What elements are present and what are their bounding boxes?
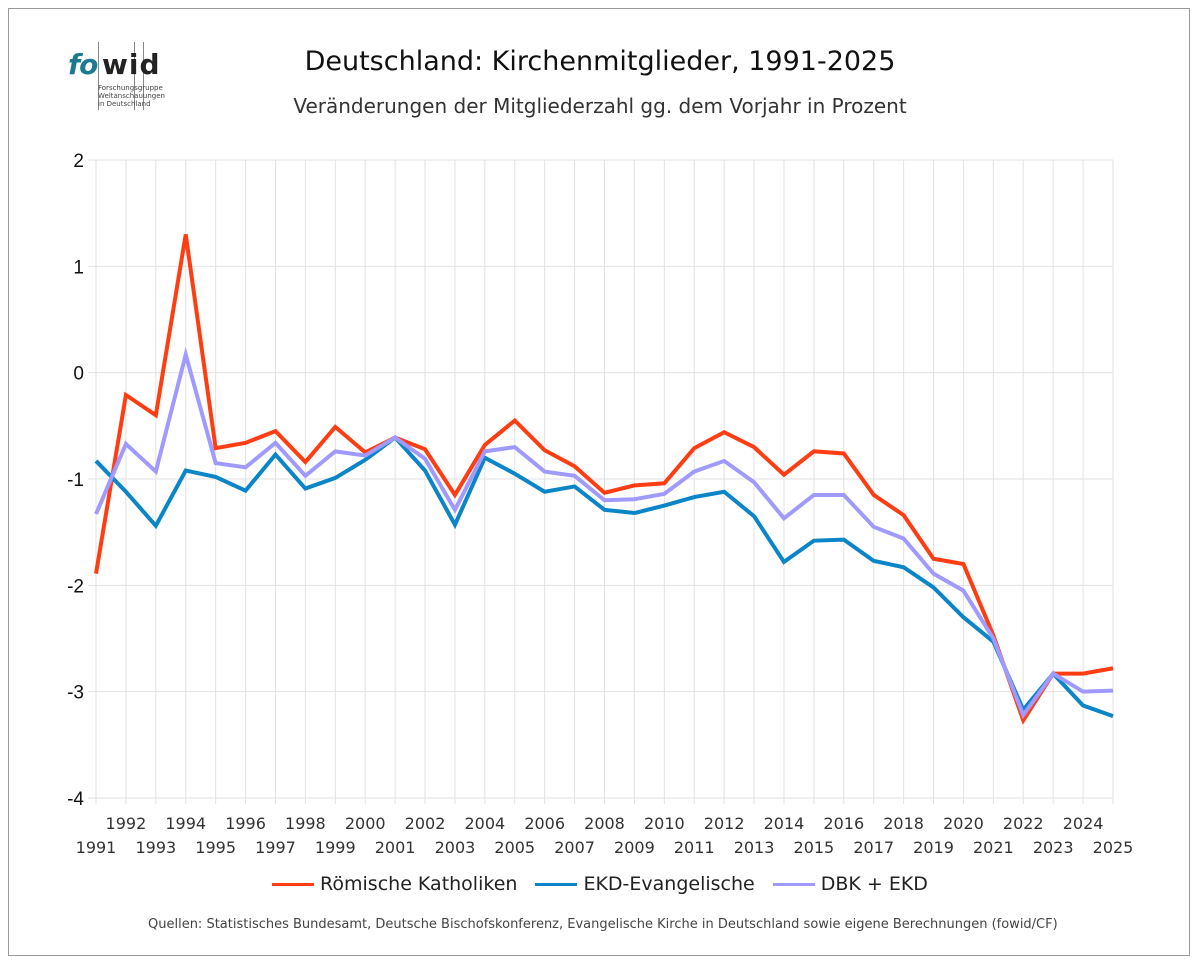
chart-frame: [8, 8, 1190, 956]
x-tick-label: 1994: [165, 814, 206, 833]
x-tick-label: 2002: [405, 814, 446, 833]
x-tick-label: 1999: [315, 838, 356, 857]
x-tick-label: 2014: [764, 814, 805, 833]
legend-swatch: [535, 882, 578, 886]
x-tick-label: 2004: [464, 814, 505, 833]
x-tick-label: 2010: [644, 814, 685, 833]
y-tick-label: 0: [73, 364, 84, 385]
legend-label: Römische Katholiken: [320, 873, 518, 895]
x-tick-label: 2024: [1063, 814, 1104, 833]
logo-divider: [134, 42, 135, 110]
source-note: Quellen: Statistisches Bundesamt, Deutsc…: [148, 917, 1058, 932]
y-tick-label: -3: [67, 683, 84, 704]
logo-divider: [98, 42, 99, 110]
x-tick-label: 2011: [674, 838, 715, 857]
y-tick-label: -1: [67, 470, 84, 491]
x-tick-label: 2016: [823, 814, 864, 833]
legend-label: DBK + EKD: [820, 873, 928, 895]
x-tick-label: 2023: [1033, 838, 1074, 857]
x-tick-label: 2020: [943, 814, 984, 833]
x-tick-label: 2019: [913, 838, 954, 857]
logo-tagline: Forschungsgruppe Weltanschauungen in Deu…: [98, 84, 165, 108]
y-tick-label: -2: [67, 576, 84, 597]
x-tick-label: 2015: [794, 838, 835, 857]
logo-fo: fo: [68, 48, 98, 81]
x-tick-label: 1996: [225, 814, 266, 833]
x-tick-label: 2008: [584, 814, 625, 833]
x-tick-label: 2000: [345, 814, 386, 833]
x-tick-label: 2018: [883, 814, 924, 833]
fowid-logo: fo wid Forschungsgruppe Weltanschauungen…: [68, 40, 178, 112]
x-tick-label: 2006: [524, 814, 565, 833]
x-tick-label: 2021: [973, 838, 1014, 857]
x-tick-label: 2025: [1093, 838, 1134, 857]
x-tick-label: 2017: [853, 838, 894, 857]
x-tick-label: 2003: [435, 838, 476, 857]
x-tick-label: 2009: [614, 838, 655, 857]
x-tick-label: 2022: [1003, 814, 1044, 833]
chart-title: Deutschland: Kirchenmitglieder, 1991-202…: [304, 46, 896, 77]
x-tick-label: 2012: [704, 814, 745, 833]
y-tick-label: -4: [67, 789, 84, 810]
legend-swatch: [772, 882, 815, 886]
x-tick-label: 1993: [135, 838, 176, 857]
x-tick-label: 1991: [76, 838, 117, 857]
logo-wid: wid: [102, 48, 161, 81]
x-tick-label: 2007: [554, 838, 595, 857]
y-tick-label: 1: [73, 257, 84, 278]
x-tick-label: 1998: [285, 814, 326, 833]
legend-label: EKD-Evangelische: [583, 873, 755, 895]
x-tick-label: 2013: [734, 838, 775, 857]
y-tick-label: 2: [73, 151, 84, 172]
x-tick-label: 2005: [494, 838, 535, 857]
x-tick-label: 1992: [106, 814, 147, 833]
legend-item-ekd: EKD-Evangelische: [535, 873, 755, 895]
chart-subtitle: Veränderungen der Mitgliederzahl gg. dem…: [293, 94, 907, 118]
x-tick-label: 1995: [195, 838, 236, 857]
legend-item-dbk-ekd: DBK + EKD: [772, 873, 928, 895]
x-tick-label: 2001: [375, 838, 416, 857]
logo-divider: [143, 42, 144, 110]
legend-swatch: [272, 882, 315, 886]
legend: Römische Katholiken EKD-Evangelische DBK…: [0, 873, 1200, 895]
x-tick-label: 1997: [255, 838, 296, 857]
legend-item-katholiken: Römische Katholiken: [272, 873, 517, 895]
